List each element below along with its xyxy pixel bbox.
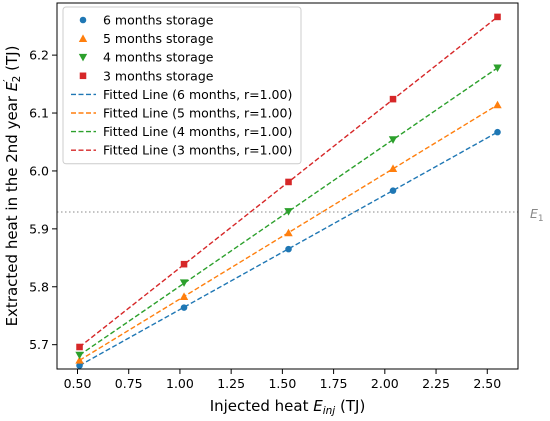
data-point-s1-p3 [388,164,398,172]
data-point-s2-p0 [75,351,84,360]
legend-label-series-0: 6 months storage [103,13,214,28]
reference-label-subscript: 1 [538,214,544,224]
legend-label-fit-3: Fitted Line (3 months, r=1.00) [103,143,292,158]
data-point-s2-p1 [179,279,189,287]
x-axis-label: Injected heat Einj (TJ) [210,397,366,417]
y-tick-label-4: 6.1 [29,106,49,121]
x-tick-label-4: 1.50 [268,376,296,391]
data-point-s1-p4 [493,100,502,109]
legend-marker-0 [79,16,87,24]
x-label-symbol: E [313,397,323,415]
markers-layer [75,13,502,369]
x-label-suffix: (TJ) [335,397,365,415]
data-point-s3-p2 [285,178,292,186]
y-tick-label-3: 6.0 [29,163,49,178]
legend-label-fit-1: Fitted Line (5 months, r=1.00) [103,106,292,121]
x-tick-label-8: 2.50 [473,376,501,391]
reference-line-label: E1 [530,206,544,224]
data-point-s2-p2 [284,208,293,216]
legend-marker-1 [78,34,88,42]
x-label-subscript: inj [323,405,336,417]
data-point-s2-p3 [388,136,398,144]
x-label-prefix: Injected heat [210,397,314,415]
data-point-s0-p4 [494,128,501,136]
x-tick-label-6: 2.00 [371,376,399,391]
y-axis: 5.7 5.8 5.9 6.0 6.1 6.2 [29,48,57,352]
legend: 6 months storage 5 months storage 4 months… [62,6,302,165]
x-tick-label-3: 1.25 [217,376,245,391]
data-point-s0-p2 [285,245,292,253]
x-tick-label-1: 0.75 [115,376,143,391]
plot-area [57,13,518,369]
data-point-s3-p3 [389,95,397,103]
y-axis-label: Extracted heat in the 2nd year E′2 (TJ) [2,46,23,327]
x-axis: 0.50 0.75 1.00 1.25 1.50 1.75 2.00 2.25 2.50 [64,369,501,391]
y-tick-label-1: 5.8 [29,279,49,294]
y-label-suffix: (TJ) [3,46,21,76]
legend-label-fit-2: Fitted Line (4 months, r=1.00) [103,124,292,139]
legend-label-series-2: 4 months storage [103,50,214,65]
fitted-line-0 [79,131,498,367]
y-label-prefix: Extracted heat in the 2nd year [3,91,21,326]
legend-marker-3 [79,72,87,80]
data-point-s3-p4 [494,13,501,21]
y-tick-label-5: 6.2 [29,48,49,63]
y-tick-label-2: 5.9 [29,221,49,236]
plot-frame [56,2,519,370]
data-point-s0-p0 [76,362,83,369]
data-point-s1-p2 [284,228,293,237]
fitted-line-2 [79,67,498,356]
data-point-s2-p4 [493,64,502,73]
data-point-s3-p1 [180,260,188,268]
y-tick-label-0: 5.7 [29,337,49,352]
legend-label-fit-0: Fitted Line (6 months, r=1.00) [103,87,292,102]
legend-marker-2 [78,53,88,62]
x-tick-label-5: 1.75 [320,376,348,391]
data-point-s1-p1 [179,292,189,300]
y-label-sup: ′ [2,79,14,82]
legend-box [62,6,302,165]
legend-label-series-1: 5 months storage [103,31,214,46]
data-point-s0-p1 [180,304,188,311]
legend-label-series-3: 3 months storage [103,68,214,83]
data-point-s0-p3 [389,187,397,194]
data-point-s3-p0 [76,343,83,351]
y-label-symbol: E [3,81,21,91]
x-tick-label-7: 2.25 [422,376,450,391]
data-point-s1-p0 [75,356,84,364]
reference-label-symbol: E [530,206,538,221]
y-label-subscript: 2 [11,76,23,83]
x-tick-label-0: 0.50 [64,376,92,391]
x-tick-label-2: 1.00 [166,376,194,391]
